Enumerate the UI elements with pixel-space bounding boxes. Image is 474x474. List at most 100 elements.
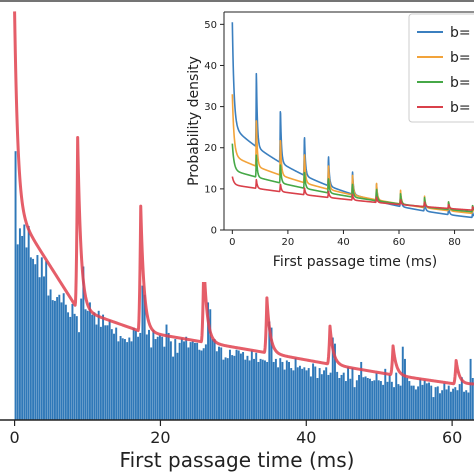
histogram-bar	[379, 381, 382, 420]
histogram-bar	[309, 376, 312, 420]
histogram-bar	[344, 381, 347, 420]
histogram-bar	[428, 382, 430, 420]
histogram-bar	[373, 380, 376, 420]
histogram-bar	[469, 358, 472, 420]
histogram-bar	[143, 294, 146, 420]
histogram-bar	[18, 228, 21, 420]
histogram-bar	[163, 346, 166, 420]
inset-series-lines	[231, 22, 474, 219]
histogram-bar	[353, 387, 356, 420]
histogram-bar	[95, 324, 98, 420]
histogram-bar	[183, 341, 185, 420]
histogram-bar	[447, 385, 450, 420]
inset-y-tick-label: 30	[204, 102, 217, 113]
histogram-bar	[239, 353, 242, 420]
histogram-bar	[452, 388, 455, 420]
histogram-bar	[25, 247, 28, 420]
histogram-bar	[351, 368, 354, 420]
histogram-bar	[318, 368, 321, 420]
histogram-bar	[460, 377, 463, 420]
histogram-bar	[75, 316, 78, 420]
inset-legend: b= b= b= b=	[408, 13, 474, 123]
inset-x-tick-label: 0	[229, 237, 235, 248]
histogram-bar	[408, 381, 411, 420]
main-x-tick-label: 40	[296, 428, 316, 447]
inset-y-tick-label: 10	[204, 184, 217, 195]
histogram-bar	[423, 380, 426, 420]
histogram-bar	[436, 386, 439, 420]
histogram-bar	[327, 374, 330, 420]
histogram-bar	[119, 336, 122, 420]
histogram-bar	[441, 390, 444, 420]
histogram-bar	[228, 349, 231, 420]
histogram-bar	[158, 335, 161, 420]
histogram-bar	[130, 341, 133, 420]
histogram-bar	[456, 390, 459, 420]
histogram-bar	[218, 346, 220, 420]
inset-series-line	[231, 176, 474, 211]
histogram-bar	[377, 380, 380, 420]
histogram-bar	[60, 302, 63, 420]
histogram-bar	[165, 324, 168, 420]
histogram-bar	[349, 378, 352, 420]
histogram-bar	[180, 338, 183, 420]
histogram-bar	[126, 342, 129, 420]
histogram-bar	[463, 391, 465, 420]
histogram-bar	[316, 378, 319, 420]
histogram-bar	[176, 352, 179, 420]
histogram-bar	[355, 380, 358, 420]
histogram-bar	[235, 349, 238, 420]
histogram-bar	[439, 393, 441, 420]
histogram-bar	[467, 392, 470, 420]
histogram-bar	[403, 358, 406, 420]
histogram-bar	[139, 332, 142, 420]
histogram-bar	[347, 367, 350, 420]
histogram-bar	[207, 302, 210, 420]
histogram-bar	[220, 347, 223, 420]
histogram-bar	[56, 297, 59, 420]
histogram-bar	[397, 384, 400, 420]
histogram-bar	[270, 327, 273, 420]
histogram-bar	[204, 344, 207, 420]
histogram-bar	[88, 302, 91, 420]
histogram-bar	[233, 355, 236, 420]
histogram-bar	[40, 257, 43, 420]
histogram-bar	[259, 358, 262, 420]
histogram-bar	[67, 312, 70, 420]
histogram-bar	[231, 355, 234, 420]
histogram-bar	[113, 333, 115, 420]
histogram-bar	[263, 360, 266, 420]
histogram-bar	[80, 298, 83, 420]
histogram-bar	[84, 309, 87, 420]
histogram-bar	[202, 348, 205, 420]
inset-legend-label: b=	[450, 50, 471, 66]
histogram-bar	[209, 309, 212, 420]
histogram-bar	[362, 377, 365, 420]
histogram-bar	[215, 351, 218, 420]
histogram-bar	[358, 374, 360, 420]
inset-y-axis-label: Probability density	[186, 56, 202, 186]
histogram-bar	[198, 349, 201, 420]
histogram-bar	[86, 310, 89, 420]
inset-y-tick-label: 20	[204, 143, 217, 154]
histogram-bar	[384, 368, 387, 420]
histogram-bar	[141, 285, 144, 420]
histogram-bar	[288, 361, 290, 420]
histogram-bar	[93, 312, 96, 420]
histogram-bar	[253, 358, 255, 420]
histogram-bar	[49, 289, 52, 420]
histogram-bar	[134, 330, 137, 420]
histogram-bar	[268, 321, 271, 420]
histogram-bar	[23, 224, 26, 420]
histogram-bar	[99, 326, 102, 420]
histogram-bar	[305, 370, 308, 420]
inset-legend-label: b=	[450, 100, 471, 116]
histogram-bar	[257, 361, 260, 420]
histogram-bar	[172, 356, 175, 420]
histogram-bar	[390, 381, 393, 420]
histogram-bar	[53, 300, 56, 420]
histogram-bar	[338, 378, 341, 420]
histogram-bar	[91, 314, 94, 420]
histogram-bar	[279, 358, 282, 420]
histogram-bar	[303, 367, 306, 420]
